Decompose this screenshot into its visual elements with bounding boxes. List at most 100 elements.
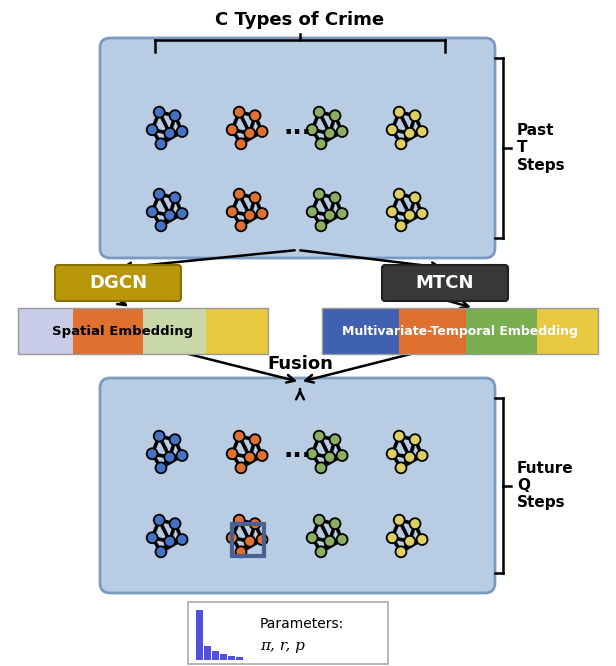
Circle shape bbox=[235, 139, 246, 149]
Circle shape bbox=[235, 220, 246, 231]
Circle shape bbox=[307, 532, 318, 543]
Circle shape bbox=[233, 515, 245, 525]
Circle shape bbox=[164, 536, 175, 547]
Circle shape bbox=[336, 126, 347, 137]
Circle shape bbox=[249, 111, 261, 121]
Bar bbox=[196, 610, 203, 660]
Text: Fusion: Fusion bbox=[267, 355, 333, 373]
Bar bbox=[228, 656, 235, 660]
Circle shape bbox=[249, 518, 261, 529]
Circle shape bbox=[177, 126, 187, 137]
Circle shape bbox=[227, 125, 238, 135]
Bar bbox=[212, 651, 219, 660]
Circle shape bbox=[314, 188, 325, 200]
Bar bbox=[537, 308, 598, 354]
Circle shape bbox=[155, 462, 166, 474]
Circle shape bbox=[404, 128, 415, 139]
Circle shape bbox=[416, 534, 428, 545]
Circle shape bbox=[169, 111, 180, 121]
Circle shape bbox=[169, 434, 180, 445]
Circle shape bbox=[155, 139, 166, 149]
Text: Future
Q
Steps: Future Q Steps bbox=[517, 461, 573, 510]
Circle shape bbox=[410, 111, 421, 121]
Circle shape bbox=[235, 546, 246, 557]
Circle shape bbox=[395, 546, 407, 557]
Bar bbox=[73, 308, 143, 354]
Circle shape bbox=[315, 462, 326, 474]
Circle shape bbox=[155, 546, 166, 557]
Circle shape bbox=[315, 139, 326, 149]
Circle shape bbox=[147, 125, 158, 135]
Circle shape bbox=[395, 220, 407, 231]
Circle shape bbox=[314, 107, 325, 118]
Bar bbox=[322, 308, 598, 354]
Circle shape bbox=[227, 448, 238, 460]
Circle shape bbox=[394, 431, 405, 442]
Circle shape bbox=[314, 515, 325, 525]
Circle shape bbox=[324, 210, 335, 220]
FancyBboxPatch shape bbox=[100, 38, 495, 258]
Bar bbox=[143, 308, 206, 354]
Circle shape bbox=[245, 210, 255, 220]
Circle shape bbox=[169, 518, 180, 529]
Text: ...: ... bbox=[284, 115, 312, 139]
Circle shape bbox=[336, 208, 347, 219]
Circle shape bbox=[233, 188, 245, 200]
Circle shape bbox=[227, 532, 238, 543]
Circle shape bbox=[164, 128, 175, 139]
Circle shape bbox=[245, 128, 255, 139]
Circle shape bbox=[307, 125, 318, 135]
Circle shape bbox=[235, 462, 246, 474]
Circle shape bbox=[147, 206, 158, 217]
Circle shape bbox=[233, 431, 245, 442]
Circle shape bbox=[249, 192, 261, 203]
Text: MTCN: MTCN bbox=[416, 274, 474, 292]
FancyBboxPatch shape bbox=[100, 378, 495, 593]
Circle shape bbox=[257, 450, 267, 461]
Circle shape bbox=[257, 126, 267, 137]
Bar bbox=[204, 646, 211, 660]
Circle shape bbox=[404, 452, 415, 463]
Circle shape bbox=[330, 518, 341, 529]
Circle shape bbox=[177, 208, 187, 219]
Bar bbox=[220, 654, 227, 660]
Circle shape bbox=[324, 452, 335, 463]
Circle shape bbox=[387, 125, 397, 135]
Circle shape bbox=[245, 536, 255, 547]
Bar bbox=[18, 308, 73, 354]
Circle shape bbox=[245, 452, 255, 463]
Circle shape bbox=[394, 188, 405, 200]
Circle shape bbox=[315, 546, 326, 557]
Bar bbox=[206, 308, 268, 354]
Bar bbox=[232, 524, 264, 556]
Circle shape bbox=[410, 192, 421, 203]
Circle shape bbox=[249, 434, 261, 445]
Circle shape bbox=[154, 515, 164, 525]
Circle shape bbox=[410, 434, 421, 445]
Circle shape bbox=[177, 534, 187, 545]
Circle shape bbox=[164, 210, 175, 220]
Bar bbox=[18, 308, 268, 354]
Text: ...: ... bbox=[284, 438, 312, 462]
Circle shape bbox=[395, 139, 407, 149]
Circle shape bbox=[257, 534, 267, 545]
Circle shape bbox=[395, 462, 407, 474]
Circle shape bbox=[233, 107, 245, 118]
Circle shape bbox=[315, 220, 326, 231]
Circle shape bbox=[330, 192, 341, 203]
Circle shape bbox=[147, 532, 158, 543]
Circle shape bbox=[330, 111, 341, 121]
Circle shape bbox=[387, 532, 397, 543]
Circle shape bbox=[394, 107, 405, 118]
Circle shape bbox=[164, 452, 175, 463]
Circle shape bbox=[394, 515, 405, 525]
Circle shape bbox=[404, 210, 415, 220]
Circle shape bbox=[307, 206, 318, 217]
Circle shape bbox=[416, 208, 428, 219]
Circle shape bbox=[330, 434, 341, 445]
Bar bbox=[322, 308, 399, 354]
Bar bbox=[188, 602, 388, 664]
Bar bbox=[466, 308, 537, 354]
Circle shape bbox=[257, 208, 267, 219]
Circle shape bbox=[387, 448, 397, 460]
